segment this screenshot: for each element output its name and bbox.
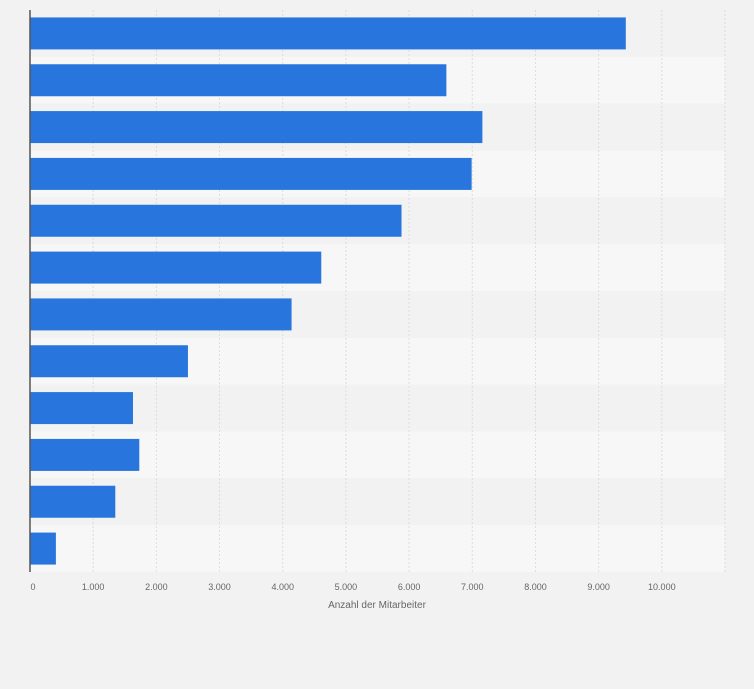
x-axis-label: Anzahl der Mitarbeiter: [328, 600, 426, 611]
x-tick-label: 10.000: [648, 582, 676, 592]
bar: [30, 438, 140, 471]
x-tick-label: 8.000: [524, 582, 547, 592]
x-tick-label: 5.000: [335, 582, 358, 592]
bar: [30, 532, 56, 565]
bar: [30, 157, 472, 190]
x-tick-label: 1.000: [82, 582, 105, 592]
bar: [30, 204, 402, 237]
x-tick-label: 7.000: [461, 582, 484, 592]
bar: [30, 392, 133, 425]
x-tick-label: 2.000: [145, 582, 168, 592]
x-tick-label: 0: [30, 582, 35, 592]
bar: [30, 64, 447, 97]
row-band: [30, 431, 725, 479]
bar: [30, 298, 292, 331]
bar: [30, 485, 116, 518]
row-band: [30, 384, 725, 432]
bar: [30, 111, 483, 144]
bar: [30, 17, 626, 50]
bar: [30, 345, 188, 378]
row-band: [30, 478, 725, 526]
bar: [30, 251, 322, 284]
x-tick-label: 9.000: [587, 582, 610, 592]
x-tick-label: 3.000: [208, 582, 231, 592]
row-band: [30, 525, 725, 572]
x-tick-label: 4.000: [271, 582, 294, 592]
x-tick-label: 6.000: [398, 582, 421, 592]
